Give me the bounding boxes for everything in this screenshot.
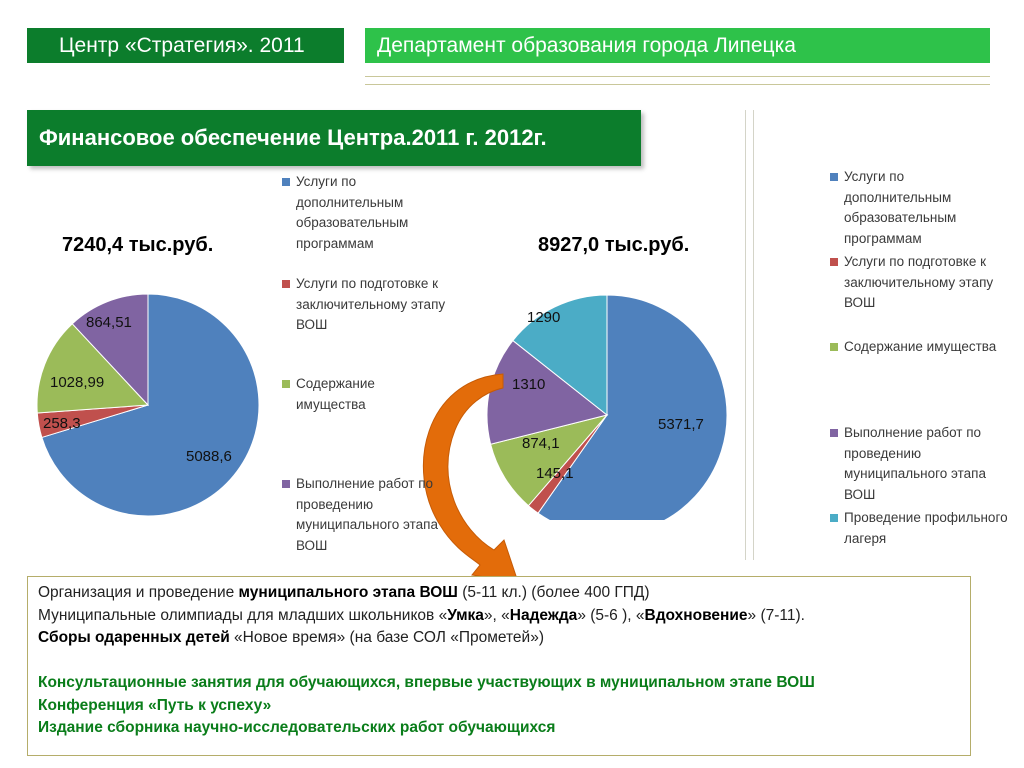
pie-value-label: 258,3 [43, 415, 81, 432]
info-line-2: Муниципальные олимпиады для младших школ… [38, 605, 960, 628]
legend-swatch [830, 429, 838, 437]
legend-2011-label: Услуги по дополнительным образовательным… [296, 174, 409, 251]
info-text: » (5-6 ), « [577, 606, 645, 624]
pie-chart-2012: 5371,7 145,1 874,1 1310 1290 [486, 294, 728, 520]
legend-swatch [282, 380, 290, 388]
pie-value-label: 864,51 [86, 314, 132, 331]
slide-title: Финансовое обеспечение Центра.2011 г. 20… [27, 110, 641, 166]
legend-2011-item: Услуги по дополнительным образовательным… [282, 172, 502, 254]
legend-2012-label: Содержание имущества [844, 339, 997, 354]
legend-2012-label: Проведение профильного лагеря [844, 510, 1008, 546]
legend-swatch [830, 258, 838, 266]
legend-2011-item: Содержание имущества [282, 374, 502, 415]
header-divider-top [365, 76, 990, 77]
info-bold: Надежда [509, 606, 578, 624]
legend-2011-label: Услуги по подготовке к заключительному э… [296, 276, 446, 332]
legend-swatch [282, 280, 290, 288]
header-department-label: Департамент образования города Липецка [365, 28, 990, 63]
legend-swatch [830, 514, 838, 522]
legend-2012-item: Услуги по подготовке к заключительному э… [830, 252, 1024, 314]
legend-swatch [830, 173, 838, 181]
legend-2012-label: Выполнение работ по проведению муниципал… [844, 425, 986, 502]
legend-swatch [282, 178, 290, 186]
legend-2011-label: Выполнение работ по проведению муниципал… [296, 476, 438, 553]
pie-value-label: 874,1 [522, 435, 560, 452]
pie-value-label: 5371,7 [658, 416, 704, 433]
legend-2011-label: Содержание имущества [296, 376, 375, 412]
vertical-divider-1 [745, 110, 746, 560]
pie-slice [71, 293, 149, 407]
info-line-1: Организация и проведение муниципального … [38, 582, 960, 605]
info-spacer [38, 650, 960, 673]
pie-slice [537, 294, 728, 520]
legend-2012-label: Услуги по дополнительным образовательным… [844, 169, 957, 246]
pie-slice [41, 293, 260, 517]
info-line-3: Сборы одаренных детей «Новое время» (на … [38, 627, 960, 650]
pie-value-label: 1290 [527, 309, 560, 326]
info-text: », « [483, 606, 510, 624]
info-bold: муниципального этапа ВОШ [238, 584, 458, 601]
total-2012: 8927,0 тыс.руб. [538, 234, 690, 256]
info-bold: Умка [447, 606, 484, 624]
pie-value-label: 1028,99 [50, 374, 104, 391]
pie-value-label: 5088,6 [186, 448, 232, 465]
info-text: «Новое время» (на базе СОЛ «Прометей») [229, 629, 544, 646]
info-text: (5-11 кл.) (более 400 ГПД) [457, 584, 650, 601]
pie-slice [512, 294, 608, 417]
header-center-label: Центр «Стратегия». 2011 [27, 28, 344, 63]
legend-2011-item: Услуги по подготовке к заключительному э… [282, 274, 502, 336]
info-text: » (7-11). [747, 606, 805, 624]
info-bold: Сборы одаренных детей [38, 629, 230, 646]
total-2011: 7240,4 тыс.руб. [62, 234, 214, 256]
info-green-line-3: Издание сборника научно-исследовательски… [38, 719, 556, 736]
pie-value-label: 145,1 [536, 465, 574, 482]
legend-2012-item: Содержание имущества [830, 337, 1024, 358]
legend-2012: Услуги по дополнительным образовательным… [830, 167, 1024, 557]
pie-slice [490, 414, 609, 507]
info-box: Организация и проведение муниципального … [27, 576, 971, 756]
legend-2011: Услуги по дополнительным образовательным… [282, 172, 482, 562]
info-green-line-2: Конференция «Путь к успеху» [38, 696, 272, 714]
info-text: Муниципальные олимпиады для младших школ… [38, 606, 448, 624]
legend-swatch [282, 480, 290, 488]
header-divider-bottom [365, 84, 990, 85]
legend-2012-label: Услуги по подготовке к заключительному э… [844, 254, 994, 310]
vertical-divider-2 [753, 110, 754, 560]
info-bold: Вдохновение [644, 606, 748, 624]
pie-slice [36, 323, 150, 414]
legend-2012-item: Проведение профильного лагеря [830, 508, 1024, 549]
legend-swatch [830, 343, 838, 351]
legend-2012-item: Услуги по дополнительным образовательным… [830, 167, 1024, 249]
pie-chart-2011: 5088,6 258,3 1028,99 864,51 [36, 293, 260, 517]
legend-2011-item: Выполнение работ по проведению муниципал… [282, 474, 502, 556]
legend-2012-item: Выполнение работ по проведению муниципал… [830, 423, 1024, 505]
info-text: Организация и проведение [38, 584, 239, 601]
info-green-line-1: Консультационные занятия для обучающихся… [38, 674, 815, 691]
pie-value-label: 1310 [512, 376, 545, 393]
